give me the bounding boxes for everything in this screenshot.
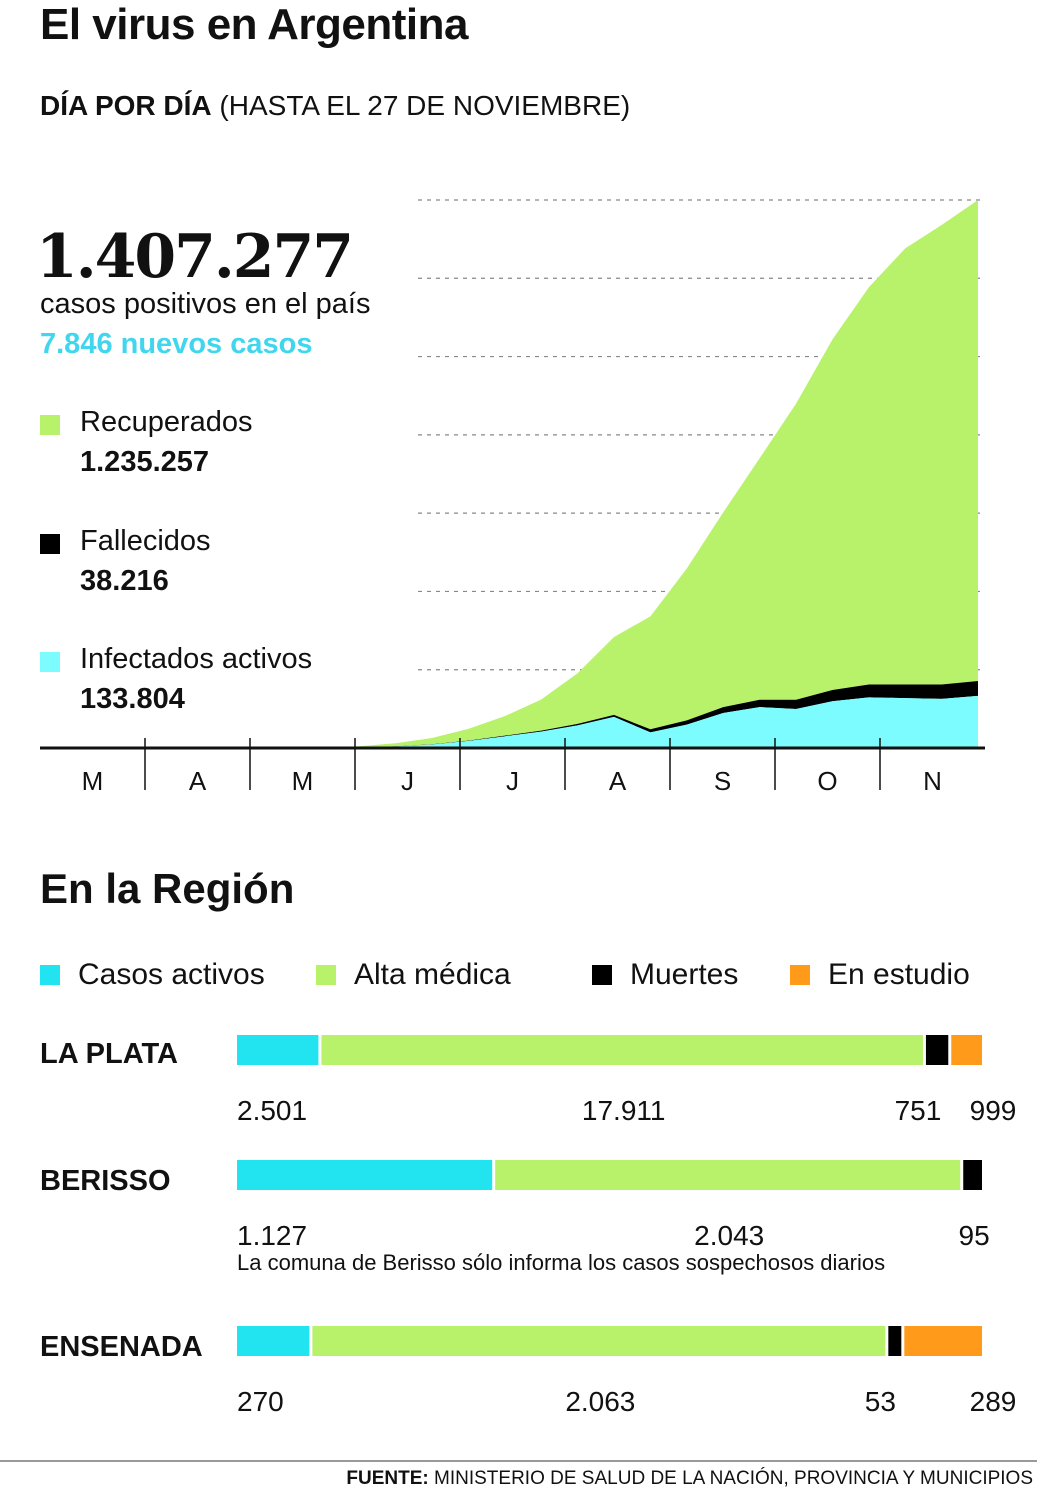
bar-value-label: 2.043 [694, 1220, 764, 1251]
area-fallecidos [250, 681, 978, 748]
bar-segment [963, 1160, 982, 1190]
source-text: MINISTERIO DE SALUD DE LA NACIÓN, PROVIN… [434, 1468, 1033, 1489]
month-label: M [82, 766, 104, 796]
bar-value-label: 53 [865, 1386, 896, 1417]
recuperados-swatch [40, 415, 60, 435]
fallecidos-value: 38.216 [80, 565, 169, 597]
legend-label: En estudio [828, 958, 970, 991]
month-label: A [189, 766, 207, 796]
bar-value-label: 17.911 [582, 1095, 666, 1126]
bar-value-label: 2.063 [565, 1386, 635, 1417]
bar-segment [237, 1160, 493, 1190]
month-label: O [817, 766, 837, 796]
month-label: N [923, 766, 942, 796]
legend-muertes: Muertes [592, 958, 738, 992]
total-cases: 1.407.277 [36, 222, 354, 292]
legend-label: Casos activos [78, 958, 265, 991]
region-title: En la Región [40, 865, 295, 912]
legend-swatch [316, 965, 336, 985]
bar-segment [951, 1035, 982, 1065]
activos-value: 133.804 [80, 683, 185, 715]
region-name-ensenada: ENSENADA [40, 1331, 203, 1363]
area-recuperados [250, 200, 978, 748]
subtitle-rest: (HASTA EL 27 DE NOVIEMBRE) [219, 90, 631, 121]
total-cases-label: casos positivos en el país [40, 288, 371, 320]
bar-value-label: 289 [970, 1386, 1017, 1417]
legend-label: Muertes [630, 958, 739, 991]
legend-alta-medica: Alta médica [316, 958, 511, 992]
region-bars: 2.501 17.911 751 999 1.127 2.043 95 270 2.063 53 2… [237, 1035, 1017, 1417]
fallecidos-label: Fallecidos [80, 525, 211, 557]
bar-segment [321, 1035, 923, 1065]
bar-segment [904, 1326, 982, 1356]
recuperados-value: 1.235.257 [80, 446, 210, 478]
region-name-berisso: BERISSO [40, 1165, 171, 1197]
bar-value-label: 751 [895, 1095, 942, 1126]
month-ticks [144, 738, 881, 790]
month-label: J [506, 766, 519, 796]
legend-casos-activos: Casos activos [40, 958, 265, 992]
bar-value-label: 270 [237, 1386, 284, 1417]
footer-divider [0, 1460, 1037, 1462]
month-label: J [401, 766, 414, 796]
bar-value-label: 1.127 [237, 1220, 307, 1251]
region-name-la-plata: LA PLATA [40, 1038, 178, 1070]
recuperados-label: Recuperados [80, 406, 253, 438]
bar-segment [237, 1326, 310, 1356]
page-subtitle: DÍA POR DÍA (HASTA EL 27 DE NOVIEMBRE) [40, 90, 630, 122]
bar-segment [925, 1035, 949, 1065]
activos-label: Infectados activos [80, 643, 313, 675]
legend-swatch [592, 965, 612, 985]
page-title: El virus en Argentina [40, 0, 468, 49]
berisso-note: La comuna de Berisso sólo informa los ca… [237, 1250, 886, 1275]
chart-areas [250, 200, 978, 748]
month-label: A [609, 766, 627, 796]
source-footer: FUENTE: MINISTERIO DE SALUD DE LA NACIÓN… [346, 1468, 1033, 1490]
legend-swatch [40, 965, 60, 985]
subtitle-bold: DÍA POR DÍA [40, 90, 212, 121]
month-label: M [292, 766, 314, 796]
bar-value-label: 2.501 [237, 1095, 307, 1126]
bar-segment [495, 1160, 961, 1190]
source-label: FUENTE: [346, 1468, 429, 1489]
bar-value-label: 999 [970, 1095, 1017, 1126]
month-label: S [714, 766, 731, 796]
new-cases: 7.846 nuevos casos [40, 328, 313, 360]
bar-segment [237, 1035, 319, 1065]
area-infectados-activos [250, 695, 978, 748]
bar-segment [888, 1326, 902, 1356]
bar-segment [312, 1326, 886, 1356]
legend-en-estudio: En estudio [790, 958, 970, 992]
bar-value-label: 95 [959, 1220, 990, 1251]
fallecidos-swatch [40, 534, 60, 554]
legend-label: Alta médica [354, 958, 511, 991]
activos-swatch [40, 652, 60, 672]
legend-swatch [790, 965, 810, 985]
